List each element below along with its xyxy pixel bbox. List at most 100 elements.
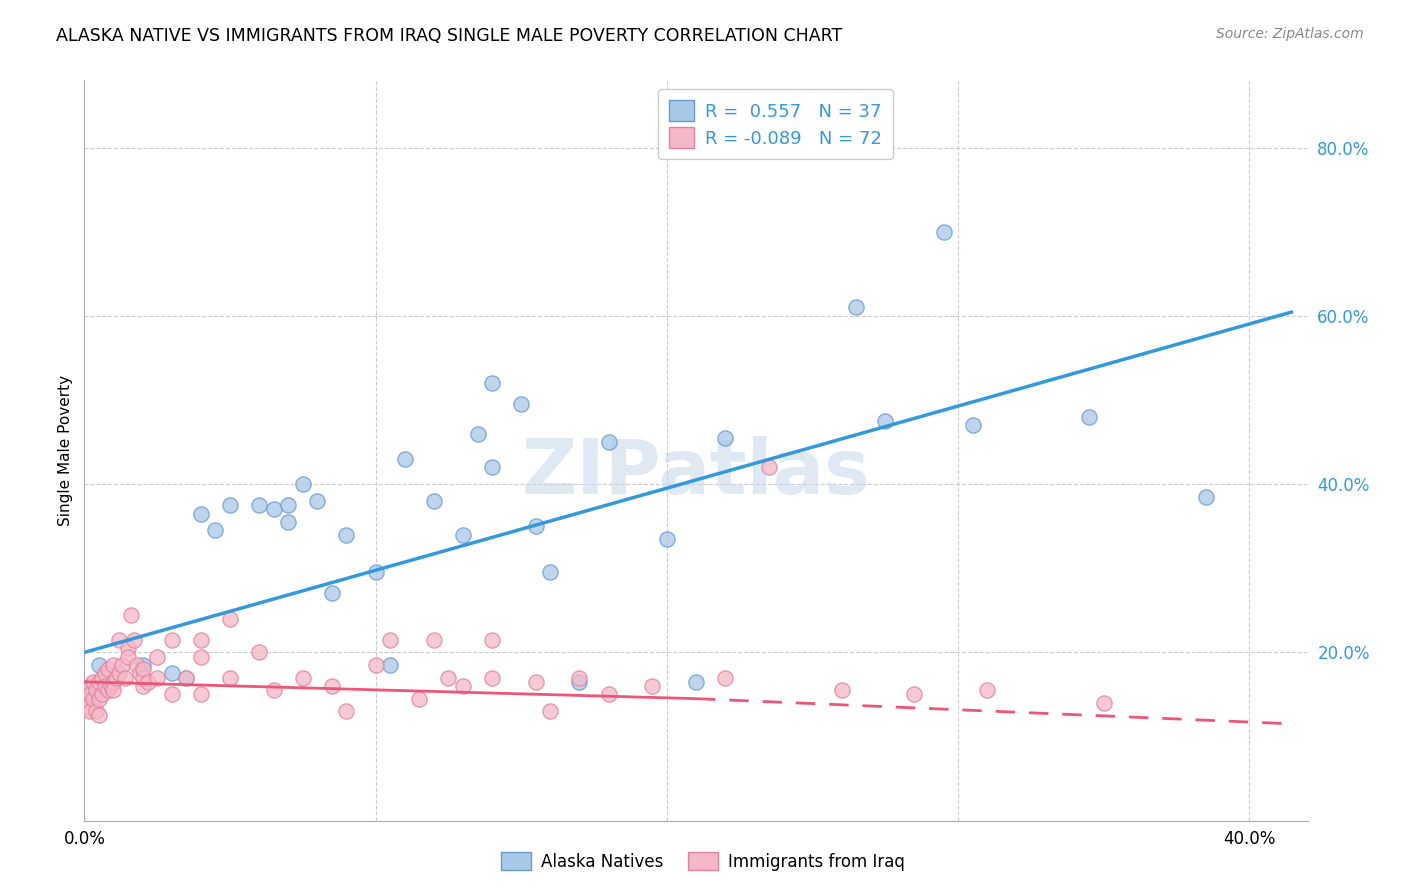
- Point: [291, 671, 314, 685]
- Point: [335, 527, 357, 541]
- Point: [568, 674, 591, 689]
- Point: [481, 460, 503, 475]
- Point: [190, 632, 212, 647]
- Point: [76, 700, 98, 714]
- Point: [100, 679, 122, 693]
- Point: [714, 671, 737, 685]
- Point: [174, 671, 197, 685]
- Point: [131, 662, 153, 676]
- Point: [84, 704, 107, 718]
- Point: [247, 498, 270, 512]
- Text: ALASKA NATIVE VS IMMIGRANTS FROM IRAQ SINGLE MALE POVERTY CORRELATION CHART: ALASKA NATIVE VS IMMIGRANTS FROM IRAQ SI…: [56, 27, 842, 45]
- Point: [1092, 696, 1115, 710]
- Point: [875, 414, 897, 428]
- Point: [263, 502, 285, 516]
- Point: [976, 683, 998, 698]
- Point: [524, 674, 547, 689]
- Point: [451, 527, 474, 541]
- Point: [105, 671, 128, 685]
- Point: [128, 666, 150, 681]
- Point: [655, 532, 678, 546]
- Point: [277, 515, 299, 529]
- Point: [263, 683, 285, 698]
- Point: [714, 431, 737, 445]
- Point: [335, 704, 357, 718]
- Point: [131, 679, 153, 693]
- Point: [758, 460, 780, 475]
- Point: [962, 418, 984, 433]
- Point: [423, 632, 446, 647]
- Point: [97, 662, 120, 676]
- Point: [160, 666, 183, 681]
- Point: [87, 691, 110, 706]
- Text: Source: ZipAtlas.com: Source: ZipAtlas.com: [1216, 27, 1364, 41]
- Point: [174, 671, 197, 685]
- Point: [93, 679, 115, 693]
- Point: [146, 649, 169, 664]
- Point: [103, 683, 125, 698]
- Point: [160, 688, 183, 702]
- Point: [510, 397, 533, 411]
- Point: [423, 494, 446, 508]
- Point: [364, 658, 387, 673]
- Point: [108, 666, 131, 681]
- Text: ZIPatlas: ZIPatlas: [522, 435, 870, 509]
- Point: [87, 708, 110, 723]
- Point: [219, 612, 242, 626]
- Point: [598, 435, 620, 450]
- Point: [190, 649, 212, 664]
- Point: [467, 426, 489, 441]
- Point: [93, 666, 115, 681]
- Point: [117, 649, 139, 664]
- Point: [307, 494, 329, 508]
- Point: [138, 674, 160, 689]
- Point: [380, 632, 402, 647]
- Point: [685, 674, 707, 689]
- Point: [160, 632, 183, 647]
- Point: [125, 658, 148, 673]
- Point: [321, 679, 343, 693]
- Point: [524, 519, 547, 533]
- Y-axis label: Single Male Poverty: Single Male Poverty: [58, 375, 73, 526]
- Point: [1078, 409, 1101, 424]
- Point: [641, 679, 664, 693]
- Point: [481, 671, 503, 685]
- Point: [117, 641, 139, 656]
- Point: [932, 225, 955, 239]
- Point: [103, 658, 125, 673]
- Point: [131, 658, 153, 673]
- Point: [76, 691, 98, 706]
- Point: [111, 658, 134, 673]
- Point: [82, 691, 104, 706]
- Point: [76, 683, 98, 698]
- Point: [219, 498, 242, 512]
- Point: [103, 674, 125, 689]
- Point: [79, 679, 101, 693]
- Point: [204, 524, 226, 538]
- Point: [568, 671, 591, 685]
- Point: [408, 691, 430, 706]
- Point: [122, 632, 145, 647]
- Point: [277, 498, 299, 512]
- Legend: R =  0.557   N = 37, R = -0.089   N = 72: R = 0.557 N = 37, R = -0.089 N = 72: [658, 89, 893, 159]
- Point: [146, 671, 169, 685]
- Point: [120, 607, 142, 622]
- Point: [90, 671, 112, 685]
- Point: [190, 507, 212, 521]
- Point: [845, 301, 868, 315]
- Point: [538, 566, 561, 580]
- Point: [82, 674, 104, 689]
- Legend: Alaska Natives, Immigrants from Iraq: Alaska Natives, Immigrants from Iraq: [492, 844, 914, 880]
- Point: [87, 674, 110, 689]
- Point: [247, 645, 270, 659]
- Point: [538, 704, 561, 718]
- Point: [1195, 490, 1218, 504]
- Point: [394, 451, 416, 466]
- Point: [291, 477, 314, 491]
- Point: [481, 632, 503, 647]
- Point: [131, 671, 153, 685]
- Point: [97, 683, 120, 698]
- Point: [903, 688, 925, 702]
- Point: [90, 688, 112, 702]
- Point: [79, 688, 101, 702]
